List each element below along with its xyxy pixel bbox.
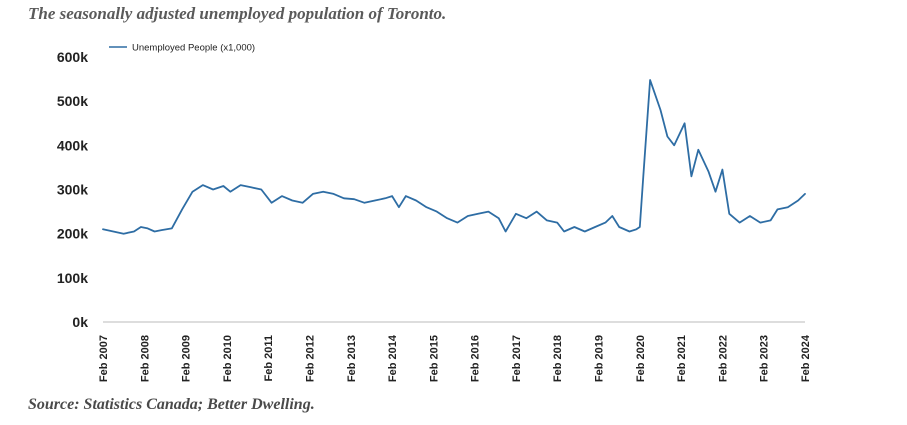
source-note: Source: Statistics Canada; Better Dwelli… <box>28 396 315 413</box>
y-tick-label: 500k <box>57 93 88 109</box>
x-tick-label: Feb 2014 <box>387 334 399 382</box>
x-tick-label: Feb 2018 <box>552 335 564 382</box>
x-tick-label: Feb 2022 <box>717 335 729 382</box>
x-tick-label: Feb 2009 <box>181 335 193 382</box>
y-axis: 0k 100k 200k 300k 400k 500k 600k <box>57 49 88 330</box>
x-tick-label: Feb 2020 <box>635 335 647 382</box>
y-tick-label: 400k <box>57 137 88 153</box>
y-tick-label: 600k <box>57 49 88 65</box>
legend-label: Unemployed People (x1,000) <box>132 43 255 54</box>
y-tick-label: 100k <box>57 270 88 286</box>
legend: Unemployed People (x1,000) <box>109 43 255 54</box>
x-tick-label: Feb 2010 <box>222 335 234 382</box>
x-tick-label: Feb 2012 <box>304 335 316 382</box>
x-tick-label: Feb 2013 <box>346 335 358 382</box>
y-tick-label: 0k <box>72 314 88 330</box>
x-tick-label: Feb 2011 <box>263 335 275 381</box>
x-tick-label: Feb 2008 <box>139 335 151 382</box>
x-axis: Feb 2007 Feb 2008 Feb 2009 Feb 2010 Feb 2011… <box>98 334 812 382</box>
x-tick-label: Feb 2007 <box>98 335 110 382</box>
series-line <box>102 79 806 235</box>
series-layer <box>102 79 806 235</box>
x-tick-label: Feb 2024 <box>800 334 812 382</box>
y-tick-label: 300k <box>57 182 88 198</box>
x-tick-label: Feb 2017 <box>511 335 523 382</box>
y-tick-label: 200k <box>57 226 88 242</box>
x-tick-label: Feb 2023 <box>759 335 771 382</box>
x-tick-label: Feb 2021 <box>676 335 688 382</box>
x-tick-label: Feb 2015 <box>428 335 440 382</box>
x-tick-label: Feb 2019 <box>594 335 606 382</box>
chart-title: The seasonally adjusted unemployed popul… <box>28 4 447 23</box>
x-tick-label: Feb 2016 <box>470 335 482 382</box>
